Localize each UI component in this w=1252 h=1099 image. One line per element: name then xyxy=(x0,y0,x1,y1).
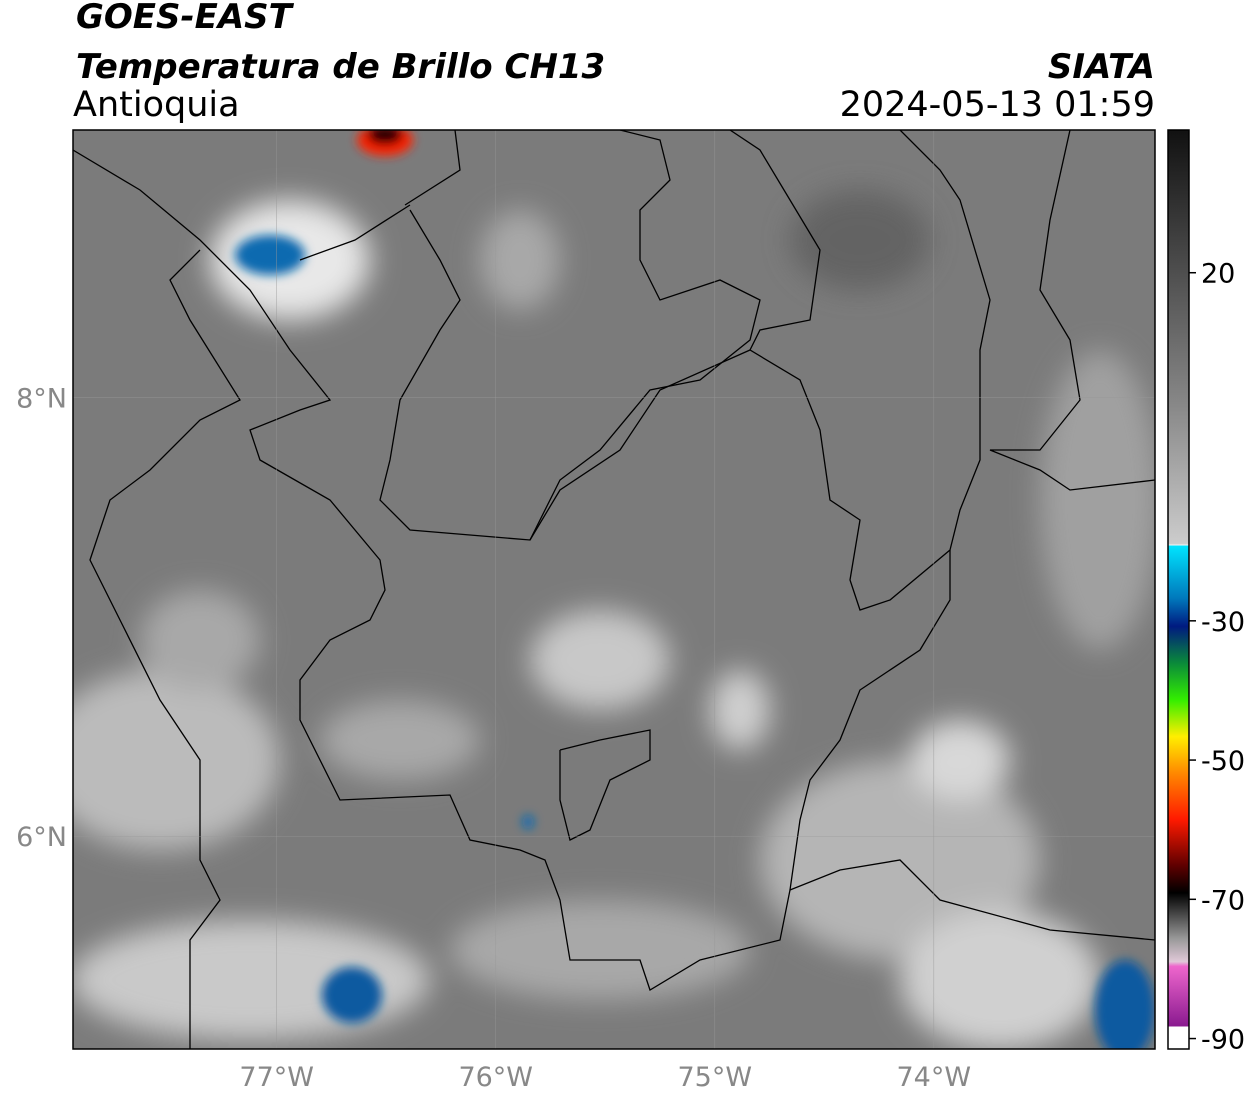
colorbar-tick-label: -70 xyxy=(1201,885,1245,916)
colorbar-tick-label: 20 xyxy=(1201,259,1235,290)
x-tick-label: 76°W xyxy=(458,1062,533,1093)
y-tick-label: 8°N xyxy=(16,384,67,415)
x-tick-label: 74°W xyxy=(897,1062,972,1093)
x-tick-label: 77°W xyxy=(239,1062,314,1093)
y-tick-label: 6°N xyxy=(16,822,67,853)
product-title: Temperatura de Brillo CH13 xyxy=(76,47,605,87)
colorbar-tick-label: -50 xyxy=(1201,746,1245,777)
satellite-image xyxy=(73,130,1155,1049)
grid xyxy=(73,130,1155,1049)
ticks: 77°W 76°W 75°W 74°W 8°N 6°N 20 -30 -50 -70 -90 xyxy=(16,259,1245,1093)
datetime-label: 2024-05-13 01:59 xyxy=(840,85,1155,125)
x-tick-label: 75°W xyxy=(677,1062,752,1093)
map-frame xyxy=(72,129,1156,1050)
colorbar-tick-label: -90 xyxy=(1201,1025,1245,1056)
agency-label: SIATA xyxy=(1048,47,1155,87)
region-label: Antioquia xyxy=(73,85,240,125)
satellite-title: GOES-EAST xyxy=(76,0,295,37)
colorbar-tick-label: -30 xyxy=(1201,607,1245,638)
colorbar xyxy=(1167,129,1190,1050)
